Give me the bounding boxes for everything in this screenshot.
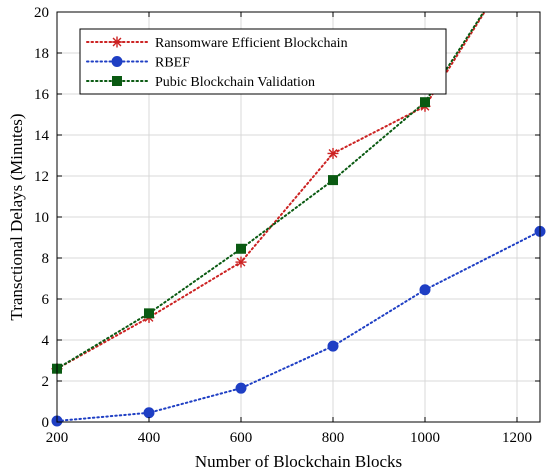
y-tick-label: 14 bbox=[34, 128, 50, 144]
data-point-series-2 bbox=[327, 340, 339, 352]
x-axis-label: Number of Blockchain Blocks bbox=[195, 452, 402, 471]
legend-label-1: Ransomware Efficient Blockchain bbox=[155, 36, 348, 51]
legend-label-3: Pubic Blockchain Validation bbox=[155, 75, 315, 90]
series-line-2 bbox=[57, 230, 540, 422]
data-point-series-3 bbox=[328, 175, 338, 186]
data-point-series-1 bbox=[235, 256, 247, 268]
data-point-series-2 bbox=[143, 407, 155, 419]
data-point-series-3 bbox=[420, 97, 430, 108]
legend-marker-2 bbox=[111, 56, 123, 67]
x-tick-label: 1200 bbox=[502, 430, 532, 446]
y-tick-label: 16 bbox=[34, 87, 50, 103]
y-tick-label: 10 bbox=[34, 210, 49, 226]
data-point-series-2 bbox=[235, 382, 247, 394]
y-tick-label: 18 bbox=[34, 46, 49, 62]
y-tick-label: 6 bbox=[42, 292, 50, 308]
legend: Ransomware Efficient Blockchain RBEF Pubic… bbox=[79, 28, 447, 95]
y-tick-label: 8 bbox=[42, 251, 50, 267]
ticks: 200 400 600 800 1000 1200 0 2 4 6 8 10 12 14 16 18 20 bbox=[34, 5, 540, 446]
x-tick-label: 600 bbox=[230, 430, 253, 446]
x-tick-label: 200 bbox=[46, 430, 69, 446]
y-axis-label: Transctional Delays (Minutes) bbox=[7, 113, 26, 320]
data-point-series-3 bbox=[144, 308, 154, 319]
x-tick-label: 800 bbox=[322, 430, 345, 446]
legend-label-2: RBEF bbox=[155, 56, 190, 71]
y-tick-label: 4 bbox=[42, 333, 50, 349]
y-tick-label: 12 bbox=[34, 169, 49, 185]
data-point-series-3 bbox=[236, 243, 246, 254]
legend-marker-3 bbox=[112, 76, 122, 86]
legend-marker-1 bbox=[111, 36, 123, 48]
y-tick-label: 2 bbox=[42, 374, 50, 390]
x-tick-label: 1000 bbox=[410, 430, 440, 446]
data-point-series-2 bbox=[419, 284, 431, 296]
y-tick-label: 0 bbox=[42, 415, 50, 431]
y-tick-label: 20 bbox=[34, 5, 49, 21]
data-point-series-1 bbox=[327, 147, 339, 159]
marker-group bbox=[51, 97, 546, 427]
x-tick-label: 400 bbox=[138, 430, 161, 446]
